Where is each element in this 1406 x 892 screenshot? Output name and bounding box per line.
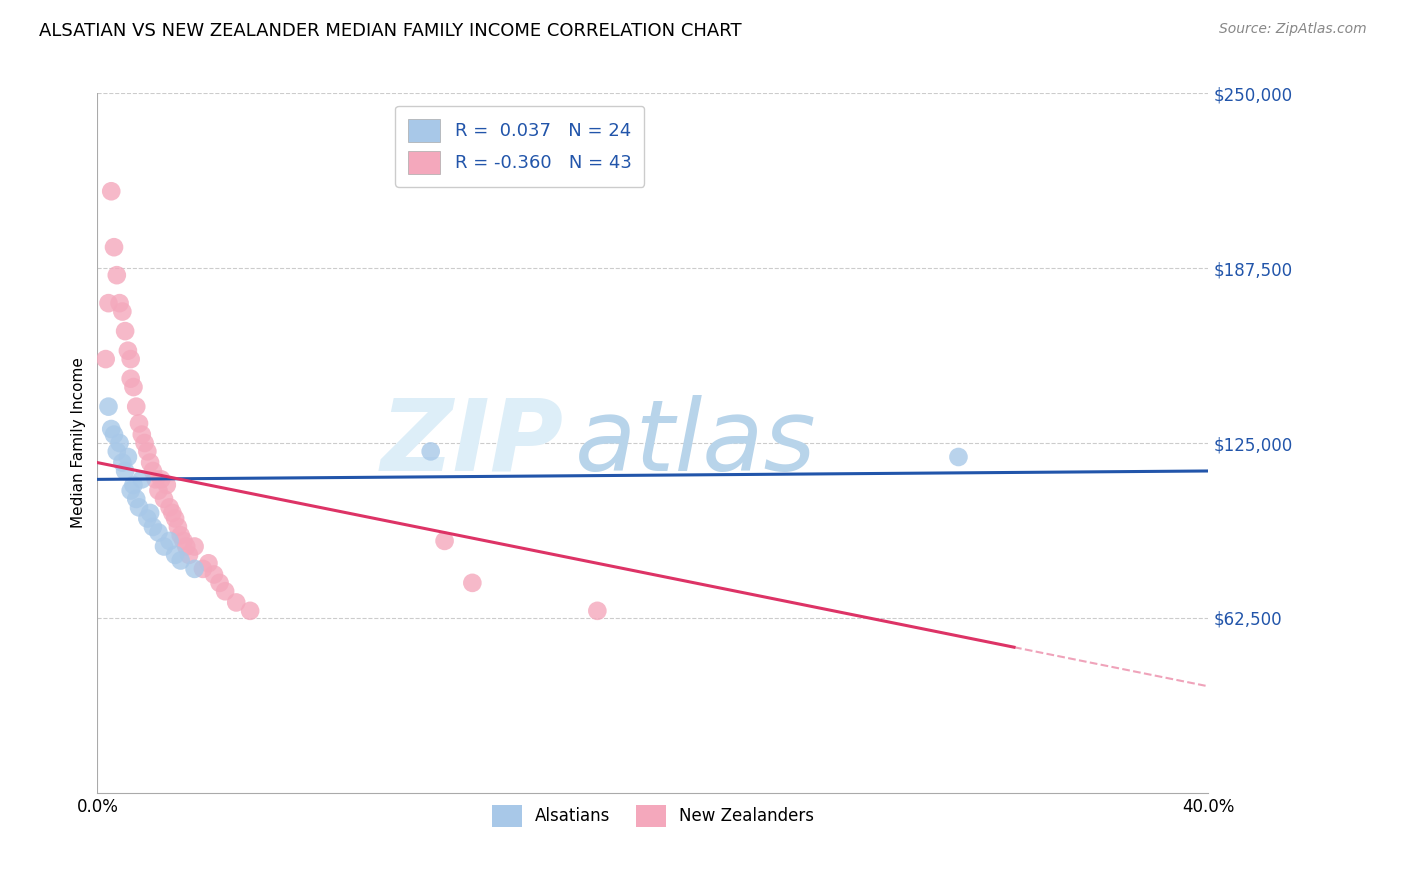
Point	[183, 562, 205, 576]
Text: ZIP: ZIP	[381, 394, 564, 491]
Point	[165, 548, 187, 562]
Point	[128, 417, 150, 431]
Point	[125, 400, 148, 414]
Point	[125, 491, 148, 506]
Point	[183, 540, 205, 554]
Point	[197, 556, 219, 570]
Point	[136, 511, 159, 525]
Point	[134, 436, 156, 450]
Text: atlas: atlas	[575, 394, 817, 491]
Text: Source: ZipAtlas.com: Source: ZipAtlas.com	[1219, 22, 1367, 37]
Point	[156, 478, 179, 492]
Point	[128, 500, 150, 515]
Point	[114, 324, 136, 338]
Point	[225, 595, 247, 609]
Point	[111, 456, 134, 470]
Point	[108, 436, 131, 450]
Point	[122, 380, 145, 394]
Y-axis label: Median Family Income: Median Family Income	[72, 358, 86, 528]
Point	[239, 604, 262, 618]
Legend: Alsatians, New Zealanders: Alsatians, New Zealanders	[485, 798, 821, 833]
Point	[191, 562, 214, 576]
Point	[139, 506, 162, 520]
Point	[100, 422, 122, 436]
Point	[103, 240, 125, 254]
Point	[170, 553, 193, 567]
Point	[120, 483, 142, 498]
Point	[131, 472, 153, 486]
Point	[419, 444, 441, 458]
Point	[94, 352, 117, 367]
Point	[105, 444, 128, 458]
Point	[105, 268, 128, 282]
Point	[170, 528, 193, 542]
Point	[120, 352, 142, 367]
Point	[159, 500, 181, 515]
Point	[162, 506, 184, 520]
Point	[148, 483, 170, 498]
Point	[136, 444, 159, 458]
Point	[159, 533, 181, 548]
Point	[97, 296, 120, 310]
Point	[214, 584, 236, 599]
Point	[142, 464, 165, 478]
Point	[100, 184, 122, 198]
Point	[208, 575, 231, 590]
Text: ALSATIAN VS NEW ZEALANDER MEDIAN FAMILY INCOME CORRELATION CHART: ALSATIAN VS NEW ZEALANDER MEDIAN FAMILY …	[39, 22, 742, 40]
Point	[108, 296, 131, 310]
Point	[174, 540, 197, 554]
Point	[145, 472, 167, 486]
Point	[150, 472, 173, 486]
Point	[142, 520, 165, 534]
Point	[122, 478, 145, 492]
Point	[97, 400, 120, 414]
Point	[103, 427, 125, 442]
Point	[139, 456, 162, 470]
Point	[202, 567, 225, 582]
Point	[167, 520, 190, 534]
Point	[172, 533, 194, 548]
Point	[165, 511, 187, 525]
Point	[117, 450, 139, 464]
Point	[948, 450, 970, 464]
Point	[177, 548, 200, 562]
Point	[461, 575, 484, 590]
Point	[120, 372, 142, 386]
Point	[433, 533, 456, 548]
Point	[148, 525, 170, 540]
Point	[153, 491, 176, 506]
Point	[586, 604, 609, 618]
Point	[114, 464, 136, 478]
Point	[153, 540, 176, 554]
Point	[131, 427, 153, 442]
Point	[117, 343, 139, 358]
Point	[111, 304, 134, 318]
